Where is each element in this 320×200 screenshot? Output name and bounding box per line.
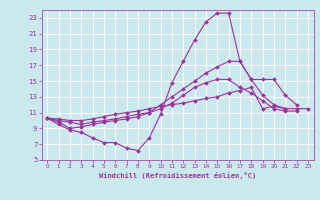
X-axis label: Windchill (Refroidissement éolien,°C): Windchill (Refroidissement éolien,°C)	[99, 172, 256, 179]
